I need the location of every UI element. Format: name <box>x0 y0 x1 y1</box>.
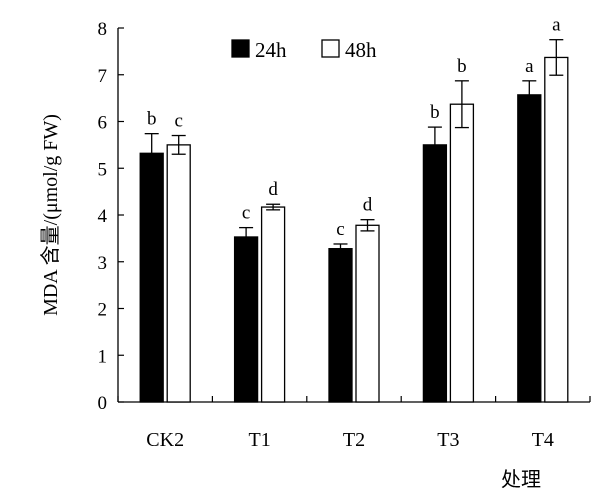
bar-24h-T2 <box>328 248 353 403</box>
legend-swatch-24h <box>231 39 250 58</box>
x-category-label: T3 <box>437 429 459 451</box>
x-axis: CK2 T1 T2 T3 T4 <box>117 396 591 451</box>
x-axis-title: 处理 <box>501 468 541 491</box>
y-tick-label: 4 <box>98 206 108 227</box>
legend: 24h 48h <box>231 38 377 62</box>
significance-label: b <box>430 102 440 123</box>
bar-24h-T3 <box>422 144 448 403</box>
legend-label-24h: 24h <box>255 38 287 62</box>
significance-label: c <box>242 203 250 224</box>
x-category-label: T2 <box>343 429 365 451</box>
bar-48h-CK2 <box>166 144 191 403</box>
bar-24h-CK2 <box>139 152 164 403</box>
bar-48h-T1 <box>260 206 286 403</box>
y-axis-title: MDA 含量/(μmol/g FW) <box>39 114 62 316</box>
bar-48h-T2 <box>355 224 380 403</box>
significance-label: a <box>525 56 534 77</box>
y-tick-label: 3 <box>98 253 108 274</box>
significance-label: d <box>268 179 278 200</box>
y-tick-label: 1 <box>98 346 108 367</box>
y-tick-label: 5 <box>98 159 108 180</box>
significance-label: d <box>363 195 373 216</box>
significance-label: a <box>552 15 561 36</box>
x-category-label: T4 <box>532 429 554 451</box>
legend-swatch-48h <box>321 39 340 58</box>
x-category-label: T1 <box>248 429 270 451</box>
significance-label: b <box>457 56 467 77</box>
significance-label: c <box>336 219 344 240</box>
y-tick-label: 2 <box>98 300 108 321</box>
legend-label-48h: 48h <box>345 38 377 62</box>
bar-24h-T1 <box>233 236 259 403</box>
bar-24h-T4 <box>517 94 542 403</box>
y-tick-label: 6 <box>98 113 108 134</box>
significance-label: b <box>147 109 157 130</box>
y-tick-label: 8 <box>98 19 108 40</box>
y-tick-label: 0 <box>98 393 108 414</box>
significance-label: c <box>174 111 182 132</box>
bar-48h-T4 <box>544 56 569 403</box>
bar-48h-T3 <box>449 103 475 403</box>
y-axis: 0 1 2 3 4 5 6 7 8 <box>98 19 124 414</box>
y-tick-label: 7 <box>98 66 108 87</box>
x-category-label: CK2 <box>146 429 184 451</box>
